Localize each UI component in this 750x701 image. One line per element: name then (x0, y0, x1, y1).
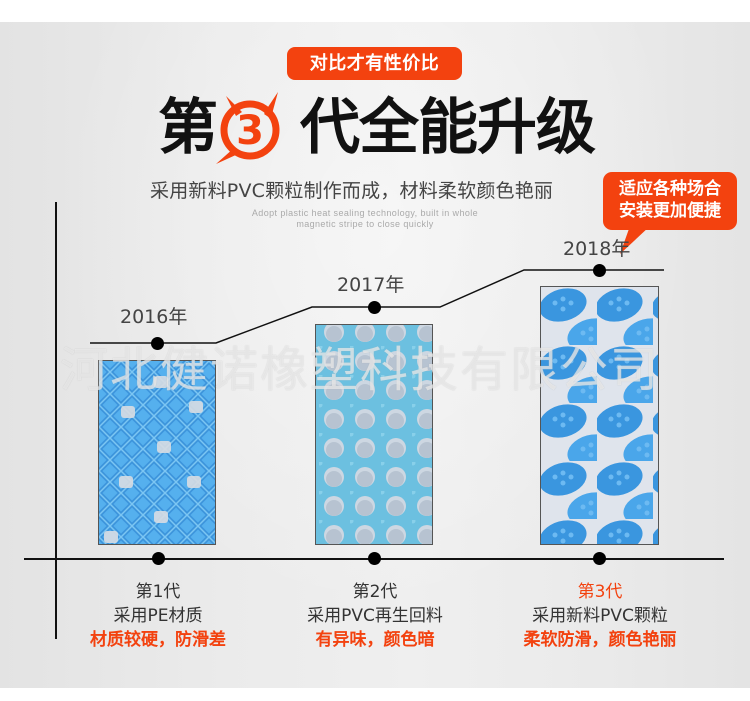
generation-2-material: 采用PVC再生回料 (307, 606, 443, 626)
headline-prefix: 第 (158, 93, 218, 163)
year-label-2016: 2016年 (120, 306, 188, 328)
generation-1-note: 材质较硬，防滑差 (90, 630, 226, 650)
callout-bubble: 适应各种场合 安装更加便捷 (603, 172, 737, 230)
mat-image-gen3 (540, 286, 659, 545)
perforated-pattern-icon (316, 325, 432, 544)
generation-3-note: 柔软防滑，颜色艳丽 (523, 630, 677, 650)
generation-3-material: 采用新料PVC颗粒 (532, 606, 668, 626)
english-caption: Adopt plastic heat sealing technology, b… (200, 208, 530, 230)
year-dot-2017 (368, 301, 381, 314)
generation-2-title: 第2代 (352, 582, 398, 602)
axis-dot-gen1 (152, 552, 165, 565)
year-dot-2016 (151, 337, 164, 350)
english-caption-line-1: Adopt plastic heat sealing technology, b… (251, 208, 479, 218)
oval-pads-pattern-icon (541, 287, 658, 544)
generation-2-labels: 第2代 采用PVC再生回料 有异味，颜色暗 (275, 580, 475, 652)
company-watermark: 河北健诺橡塑科技有限公司 (60, 342, 661, 398)
generation-1-title: 第1代 (135, 582, 181, 602)
vertical-axis (55, 202, 57, 639)
cross-lattice-pattern-icon (99, 361, 215, 544)
svg-text:3: 3 (236, 108, 264, 154)
axis-dot-gen2 (368, 552, 381, 565)
generation-2-note: 有异味，颜色暗 (315, 630, 435, 650)
year-label-2018: 2018年 (563, 238, 631, 260)
generation-1-labels: 第1代 采用PE材质 材质较硬，防滑差 (58, 580, 258, 652)
headline-suffix: 代全能升级 (300, 93, 596, 163)
year-label-2017: 2017年 (337, 274, 405, 296)
callout-tail-icon (620, 226, 650, 254)
generation-3-labels: 第3代 采用新料PVC颗粒 柔软防滑，颜色艳丽 (500, 580, 700, 652)
mat-image-gen2 (315, 324, 433, 545)
subtitle: 采用新料PVC颗粒制作而成，材料柔软颜色艳丽 (150, 180, 554, 202)
generation-1-material: 采用PE材质 (113, 606, 203, 626)
callout-line-1: 适应各种场合 (619, 179, 721, 199)
callout-line-2: 安装更加便捷 (619, 201, 721, 221)
axis-dot-gen3 (593, 552, 606, 565)
comparison-tag: 对比才有性价比 (287, 47, 462, 80)
generation-3-title: 第3代 (577, 582, 623, 602)
mat-image-gen1 (98, 360, 216, 545)
year-dot-2018 (593, 264, 606, 277)
english-caption-line-2: magnetic stripe to close quickly (296, 219, 434, 229)
number-3-badge-icon: 3 (216, 92, 280, 164)
